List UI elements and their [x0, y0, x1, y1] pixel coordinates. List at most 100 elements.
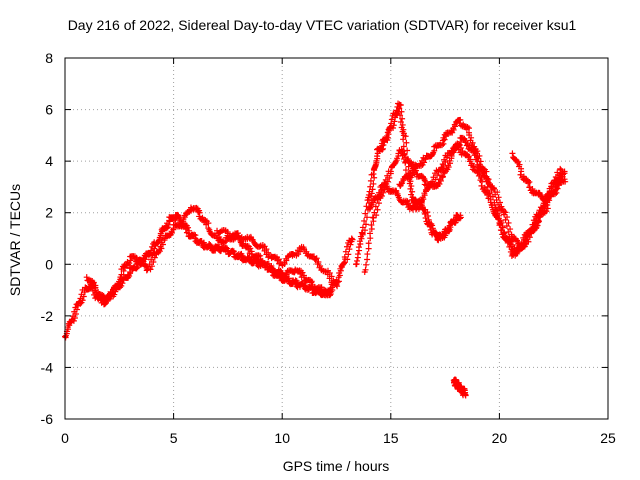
data-point [517, 171, 524, 178]
data-point [354, 251, 361, 258]
data-point [525, 180, 532, 187]
data-point [397, 102, 404, 109]
data-point [374, 153, 381, 160]
chart-title: Day 216 of 2022, Sidereal Day-to-day VTE… [68, 17, 577, 33]
data-point [366, 188, 373, 195]
data-point [146, 261, 153, 268]
data-point [118, 271, 125, 278]
y-tick-label: 0 [45, 256, 53, 272]
data-point [83, 274, 90, 281]
data-point [131, 265, 138, 272]
data-point [140, 254, 147, 261]
data-point [149, 243, 156, 250]
data-point [340, 260, 347, 267]
data-point [402, 167, 409, 174]
data-point [92, 284, 99, 291]
data-point [148, 256, 155, 263]
data-point [364, 256, 371, 263]
data-point [388, 120, 395, 127]
data-point [544, 205, 551, 212]
data-point [476, 152, 483, 159]
data-point [387, 168, 394, 175]
y-tick-label: 6 [45, 102, 53, 118]
data-point [398, 108, 405, 115]
data-point [505, 219, 512, 226]
data-point [477, 158, 484, 165]
data-point [408, 183, 415, 190]
x-tick-label: 20 [492, 430, 508, 446]
data-point [297, 270, 304, 277]
data-point [370, 171, 377, 178]
data-point [365, 245, 372, 252]
data-point [503, 223, 510, 230]
data-point [489, 193, 496, 200]
y-tick-label: 4 [45, 153, 53, 169]
data-point [382, 176, 389, 183]
data-point [109, 289, 116, 296]
data-point [403, 139, 410, 146]
data-point [349, 236, 356, 243]
data-point [370, 180, 377, 187]
data-point [362, 266, 369, 273]
data-point [326, 275, 333, 282]
data-point [348, 235, 355, 242]
data-point [259, 244, 266, 251]
series-trace-b [83, 204, 334, 304]
data-point [484, 183, 491, 190]
data-point [461, 390, 468, 397]
data-point [407, 170, 414, 177]
series-trace-h [450, 376, 469, 399]
data-point [368, 221, 375, 228]
data-point [361, 217, 368, 224]
data-point [326, 292, 333, 299]
data-point [400, 143, 407, 150]
data-point [541, 207, 548, 214]
data-point [293, 283, 300, 290]
y-tick-label: -6 [41, 411, 54, 427]
data-point [384, 172, 391, 179]
data-point [203, 221, 210, 228]
data-point [427, 182, 434, 189]
data-point [363, 203, 370, 210]
data-point [422, 215, 429, 222]
data-point [182, 226, 189, 233]
data-point [409, 188, 416, 195]
data-point [411, 199, 418, 206]
data-point [358, 229, 365, 236]
data-point [518, 168, 525, 175]
data-point [68, 316, 75, 323]
data-point [463, 126, 470, 133]
x-tick-label: 15 [383, 430, 399, 446]
x-tick-label: 0 [61, 430, 69, 446]
data-point [355, 244, 362, 251]
data-point [437, 141, 444, 148]
data-point [422, 178, 429, 185]
data-point [362, 210, 369, 217]
data-point [402, 133, 409, 140]
data-point [148, 247, 155, 254]
data-point [421, 211, 428, 218]
data-point [371, 209, 378, 216]
data-point [488, 187, 495, 194]
data-point [220, 238, 227, 245]
data-point [371, 174, 378, 181]
data-point [354, 257, 361, 264]
x-tick-label: 10 [274, 430, 290, 446]
data-point [399, 152, 406, 159]
data-point [497, 221, 504, 228]
data-points [62, 100, 569, 399]
y-tick-label: -2 [41, 308, 54, 324]
data-point [377, 146, 384, 153]
data-point [365, 240, 372, 247]
axis-ticks: 0 5 10 15 20 25 -6 -4 -2 0 2 4 6 8 [41, 50, 616, 446]
data-point [261, 247, 268, 254]
data-point [145, 264, 152, 271]
data-point [521, 243, 528, 250]
data-point [363, 261, 370, 268]
data-point [342, 248, 349, 255]
data-point [114, 281, 121, 288]
plot-frame [64, 57, 609, 420]
y-tick-label: 2 [45, 205, 53, 221]
data-point [428, 152, 435, 159]
